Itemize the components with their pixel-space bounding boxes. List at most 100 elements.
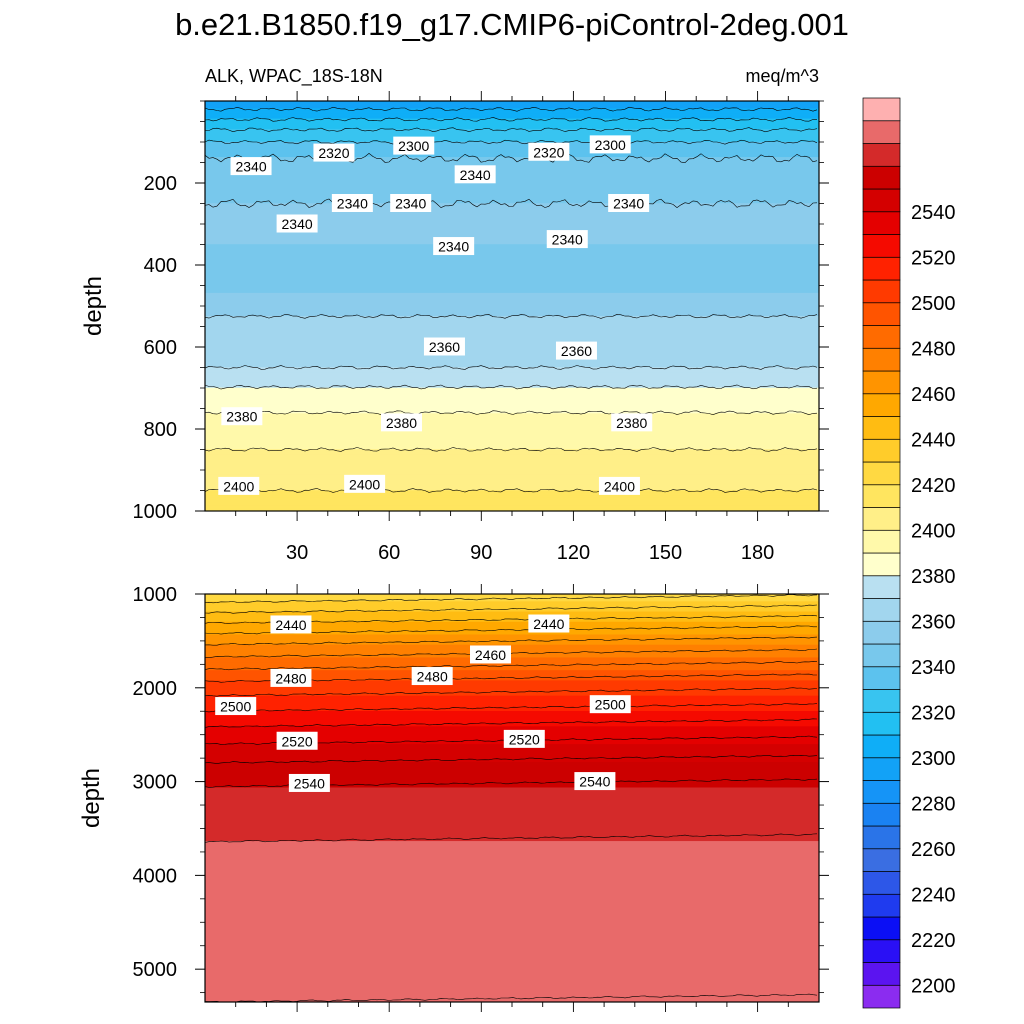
contour-label-box (331, 194, 373, 212)
field-band (205, 428, 819, 432)
contour-label-box (270, 615, 312, 634)
field-band (205, 374, 819, 379)
field-band (205, 782, 819, 786)
field-band (205, 654, 819, 659)
field-band (205, 955, 819, 959)
contour-line (205, 833, 818, 843)
field-band (205, 790, 819, 794)
field-band (205, 341, 819, 345)
contour-label: 2500 (215, 697, 257, 716)
field-band (205, 968, 819, 972)
field-band (205, 866, 819, 870)
field-band (205, 800, 819, 804)
field-band (205, 693, 819, 697)
field-band (205, 682, 819, 687)
field-band (205, 718, 819, 722)
colorbar-label: 2240 (911, 884, 956, 906)
field-band (205, 963, 819, 967)
contour-label: 2340 (390, 194, 432, 212)
upper-panel-axes: 200 400 600 800 1000 30 60 90 120 150 180 (133, 91, 829, 564)
field-band (205, 254, 819, 258)
field-band (205, 103, 819, 107)
colorbar-label: 2260 (911, 839, 956, 861)
y-tick-label: 200 (144, 173, 177, 195)
contour-label-box (390, 194, 432, 212)
field-band (205, 922, 819, 926)
contour-line (205, 198, 818, 209)
colorbar-swatch (862, 507, 901, 531)
field-band (205, 779, 819, 783)
field-band (205, 754, 819, 758)
contour-label: 2320 (313, 143, 355, 162)
field-band (205, 894, 819, 898)
contour-label-box (393, 136, 435, 155)
field-band (205, 415, 819, 420)
field-band (205, 759, 819, 763)
field-band (205, 205, 819, 209)
contour-label: 2400 (218, 476, 260, 495)
field-band (205, 784, 819, 789)
colorbar-swatch (862, 734, 901, 759)
field-band (205, 257, 819, 261)
colorbar-label: 2380 (911, 566, 956, 588)
contour-line (205, 703, 818, 713)
contour-label-text: 2380 (386, 415, 417, 431)
colorbar-swatch (862, 211, 901, 235)
field-band (205, 495, 819, 499)
field-band (205, 925, 819, 929)
contour-label-text: 2320 (533, 144, 564, 160)
field-band (205, 349, 819, 353)
field-band (205, 346, 819, 350)
field-band (205, 146, 819, 150)
field-band (205, 474, 819, 478)
field-band (205, 792, 819, 796)
contour-label-text: 2340 (395, 196, 426, 212)
y-tick-label: 1000 (133, 584, 178, 606)
field-band (205, 364, 819, 368)
contour-label-box (411, 667, 453, 686)
colorbar-label: 2200 (911, 975, 956, 997)
field-band (205, 818, 819, 822)
field-band (205, 151, 819, 156)
field-band (205, 614, 819, 618)
colorbar-label: 2440 (911, 429, 956, 451)
field-band (205, 912, 819, 916)
contour-line (205, 365, 818, 370)
contour-label: 2460 (470, 645, 512, 664)
field-band (205, 629, 819, 633)
contour-label-text: 2440 (533, 616, 564, 632)
field-band (205, 200, 819, 204)
field-band (205, 121, 819, 125)
field-band (205, 192, 819, 197)
field-band (205, 464, 819, 468)
contour-label: 2300 (393, 136, 435, 155)
colorbar-swatch (862, 370, 901, 395)
field-band (205, 851, 819, 855)
contour-label-box (215, 697, 257, 716)
field-band (205, 884, 819, 888)
field-band (205, 236, 819, 240)
field-band (205, 897, 819, 901)
field-band (205, 665, 819, 669)
field-band (205, 644, 819, 648)
field-band (205, 876, 819, 880)
colorbar-label: 2320 (911, 702, 956, 724)
field-band (205, 810, 819, 814)
field-band (205, 703, 819, 707)
colorbar-swatch (862, 802, 901, 827)
field-band (205, 177, 819, 181)
field-band (205, 190, 819, 194)
field-band (205, 846, 819, 850)
field-band (205, 208, 819, 212)
field-band (205, 410, 819, 414)
field-band (205, 305, 819, 309)
field-band (205, 246, 819, 250)
field-band (205, 426, 819, 430)
contour-line (205, 313, 818, 319)
field-band (205, 226, 819, 230)
field-band (205, 149, 819, 153)
field-band (205, 295, 819, 299)
contour-label: 2340 (230, 157, 272, 176)
contour-label-text: 2340 (282, 216, 313, 232)
